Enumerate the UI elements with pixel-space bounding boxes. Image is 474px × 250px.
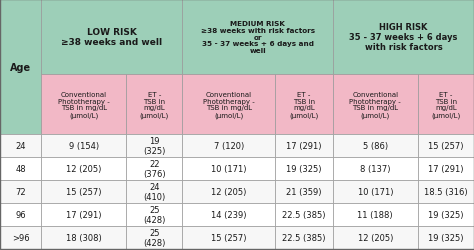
Text: 18 (308): 18 (308) xyxy=(66,234,101,242)
Text: ET -
TSB in
mg/dL
(μmol/L): ET - TSB in mg/dL (μmol/L) xyxy=(140,92,169,118)
Bar xyxy=(126,158,182,180)
Bar xyxy=(126,135,182,158)
Bar xyxy=(41,135,126,158)
Bar xyxy=(41,226,126,249)
Text: 10 (171): 10 (171) xyxy=(357,188,393,196)
Bar xyxy=(41,180,126,204)
Bar xyxy=(41,158,126,180)
Text: 12 (205): 12 (205) xyxy=(211,188,246,196)
Bar xyxy=(333,75,418,135)
Bar xyxy=(182,0,333,75)
Text: MEDIUM RISK
≥38 weeks with risk factors
or
35 - 37 weeks + 6 days and
well: MEDIUM RISK ≥38 weeks with risk factors … xyxy=(201,21,315,54)
Bar xyxy=(0,0,41,135)
Text: 19
(325): 19 (325) xyxy=(143,137,165,156)
Text: 24: 24 xyxy=(16,142,26,150)
Bar xyxy=(0,135,41,158)
Text: 25
(428): 25 (428) xyxy=(143,228,165,248)
Bar xyxy=(182,135,275,158)
Text: Conventional
Phototherapy -
TSB in mg/dL
(μmol/L): Conventional Phototherapy - TSB in mg/dL… xyxy=(203,92,255,118)
Bar xyxy=(333,135,418,158)
Bar xyxy=(126,226,182,249)
Text: HIGH RISK
35 - 37 weeks + 6 days
with risk factors: HIGH RISK 35 - 37 weeks + 6 days with ri… xyxy=(349,23,457,52)
Bar xyxy=(0,226,41,249)
Bar xyxy=(275,75,333,135)
Bar xyxy=(0,180,41,204)
Text: 19 (325): 19 (325) xyxy=(428,234,464,242)
Text: 12 (205): 12 (205) xyxy=(66,164,101,173)
Text: 48: 48 xyxy=(15,164,26,173)
Bar xyxy=(182,226,275,249)
Text: 24
(410): 24 (410) xyxy=(143,182,165,202)
Bar xyxy=(418,204,474,227)
Text: 22
(376): 22 (376) xyxy=(143,160,166,178)
Text: 17 (291): 17 (291) xyxy=(66,210,101,220)
Bar xyxy=(126,204,182,227)
Text: 17 (291): 17 (291) xyxy=(428,164,464,173)
Bar xyxy=(333,180,418,204)
Bar xyxy=(333,204,418,227)
Bar xyxy=(41,0,182,75)
Text: Age: Age xyxy=(10,62,31,72)
Text: 8 (137): 8 (137) xyxy=(360,164,391,173)
Text: 21 (359): 21 (359) xyxy=(286,188,322,196)
Bar xyxy=(333,0,474,75)
Text: 19 (325): 19 (325) xyxy=(286,164,322,173)
Bar xyxy=(126,75,182,135)
Text: 5 (86): 5 (86) xyxy=(363,142,388,150)
Bar xyxy=(0,158,41,180)
Bar xyxy=(418,75,474,135)
Bar xyxy=(182,158,275,180)
Text: ET -
TSB in
mg/dL
(μmol/L): ET - TSB in mg/dL (μmol/L) xyxy=(290,92,319,118)
Bar xyxy=(41,75,126,135)
Text: 72: 72 xyxy=(15,188,26,196)
Text: 15 (257): 15 (257) xyxy=(211,234,246,242)
Bar xyxy=(41,204,126,227)
Bar xyxy=(333,226,418,249)
Text: 17 (291): 17 (291) xyxy=(286,142,322,150)
Bar xyxy=(418,135,474,158)
Text: Conventional
Phototherapy -
TSB in mg/dL
(μmol/L): Conventional Phototherapy - TSB in mg/dL… xyxy=(349,92,401,118)
Bar xyxy=(275,204,333,227)
Text: 22.5 (385): 22.5 (385) xyxy=(283,234,326,242)
Text: 18.5 (316): 18.5 (316) xyxy=(424,188,468,196)
Text: 7 (120): 7 (120) xyxy=(214,142,244,150)
Bar xyxy=(333,158,418,180)
Bar xyxy=(126,180,182,204)
Bar xyxy=(275,226,333,249)
Bar xyxy=(418,180,474,204)
Text: 96: 96 xyxy=(15,210,26,220)
Text: 14 (239): 14 (239) xyxy=(211,210,246,220)
Bar xyxy=(418,158,474,180)
Text: >96: >96 xyxy=(12,234,29,242)
Bar xyxy=(418,226,474,249)
Text: 25
(428): 25 (428) xyxy=(143,206,165,225)
Text: 9 (154): 9 (154) xyxy=(69,142,99,150)
Text: 19 (325): 19 (325) xyxy=(428,210,464,220)
Text: Conventional
Phototherapy -
TSB in mg/dL
(μmol/L): Conventional Phototherapy - TSB in mg/dL… xyxy=(58,92,109,118)
Text: 15 (257): 15 (257) xyxy=(428,142,464,150)
Text: ET -
TSB in
mg/dL
(μmol/L): ET - TSB in mg/dL (μmol/L) xyxy=(431,92,460,118)
Bar xyxy=(275,180,333,204)
Bar xyxy=(275,158,333,180)
Text: 10 (171): 10 (171) xyxy=(211,164,246,173)
Text: 11 (188): 11 (188) xyxy=(357,210,393,220)
Text: 22.5 (385): 22.5 (385) xyxy=(283,210,326,220)
Bar xyxy=(275,135,333,158)
Text: 12 (205): 12 (205) xyxy=(357,234,393,242)
Bar xyxy=(0,204,41,227)
Text: 15 (257): 15 (257) xyxy=(66,188,101,196)
Bar xyxy=(182,75,275,135)
Bar xyxy=(182,204,275,227)
Bar xyxy=(182,180,275,204)
Text: LOW RISK
≥38 weeks and well: LOW RISK ≥38 weeks and well xyxy=(61,28,163,47)
